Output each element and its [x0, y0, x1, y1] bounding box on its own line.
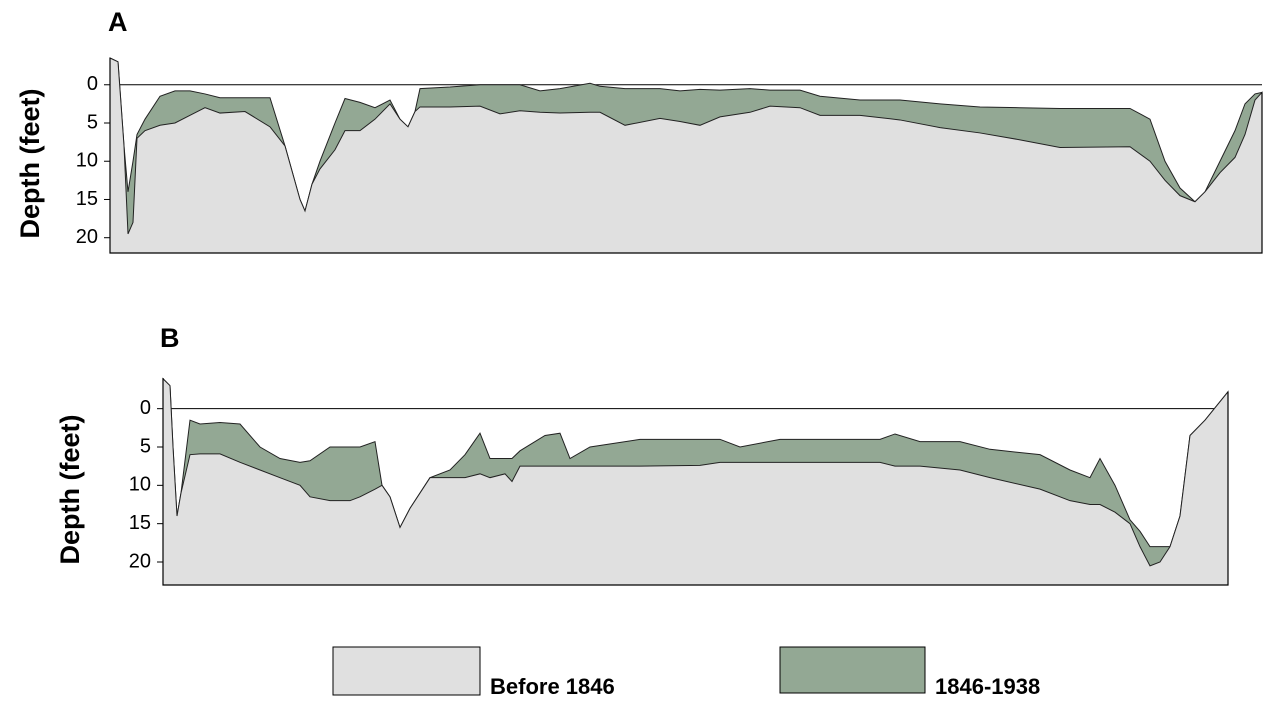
y-tick-label: 15: [129, 512, 151, 534]
y-tick-label: 5: [140, 435, 151, 457]
y-tick-label: 15: [76, 188, 98, 210]
panel-title: A: [108, 7, 128, 37]
area: [162, 377, 1229, 586]
y-tick-label: 0: [140, 397, 151, 419]
y-axis-label: Depth (feet): [15, 89, 45, 239]
legend-swatch: [332, 646, 481, 696]
y-tick-label: 0: [87, 73, 98, 95]
y-tick-label: 10: [129, 474, 151, 496]
legend-label: Before 1846: [490, 674, 615, 699]
area: [109, 57, 1263, 254]
y-tick-label: 10: [76, 150, 98, 172]
y-axis-label: Depth (feet): [55, 415, 85, 565]
y-tick-label: 5: [87, 111, 98, 133]
frame: [109, 58, 1263, 254]
legend-swatch: [779, 646, 926, 694]
panel-title: B: [160, 323, 180, 353]
legend-label: 1846-1938: [935, 674, 1040, 699]
y-tick-label: 20: [76, 226, 98, 248]
y-tick-label: 20: [129, 550, 151, 572]
frame: [162, 378, 1229, 586]
